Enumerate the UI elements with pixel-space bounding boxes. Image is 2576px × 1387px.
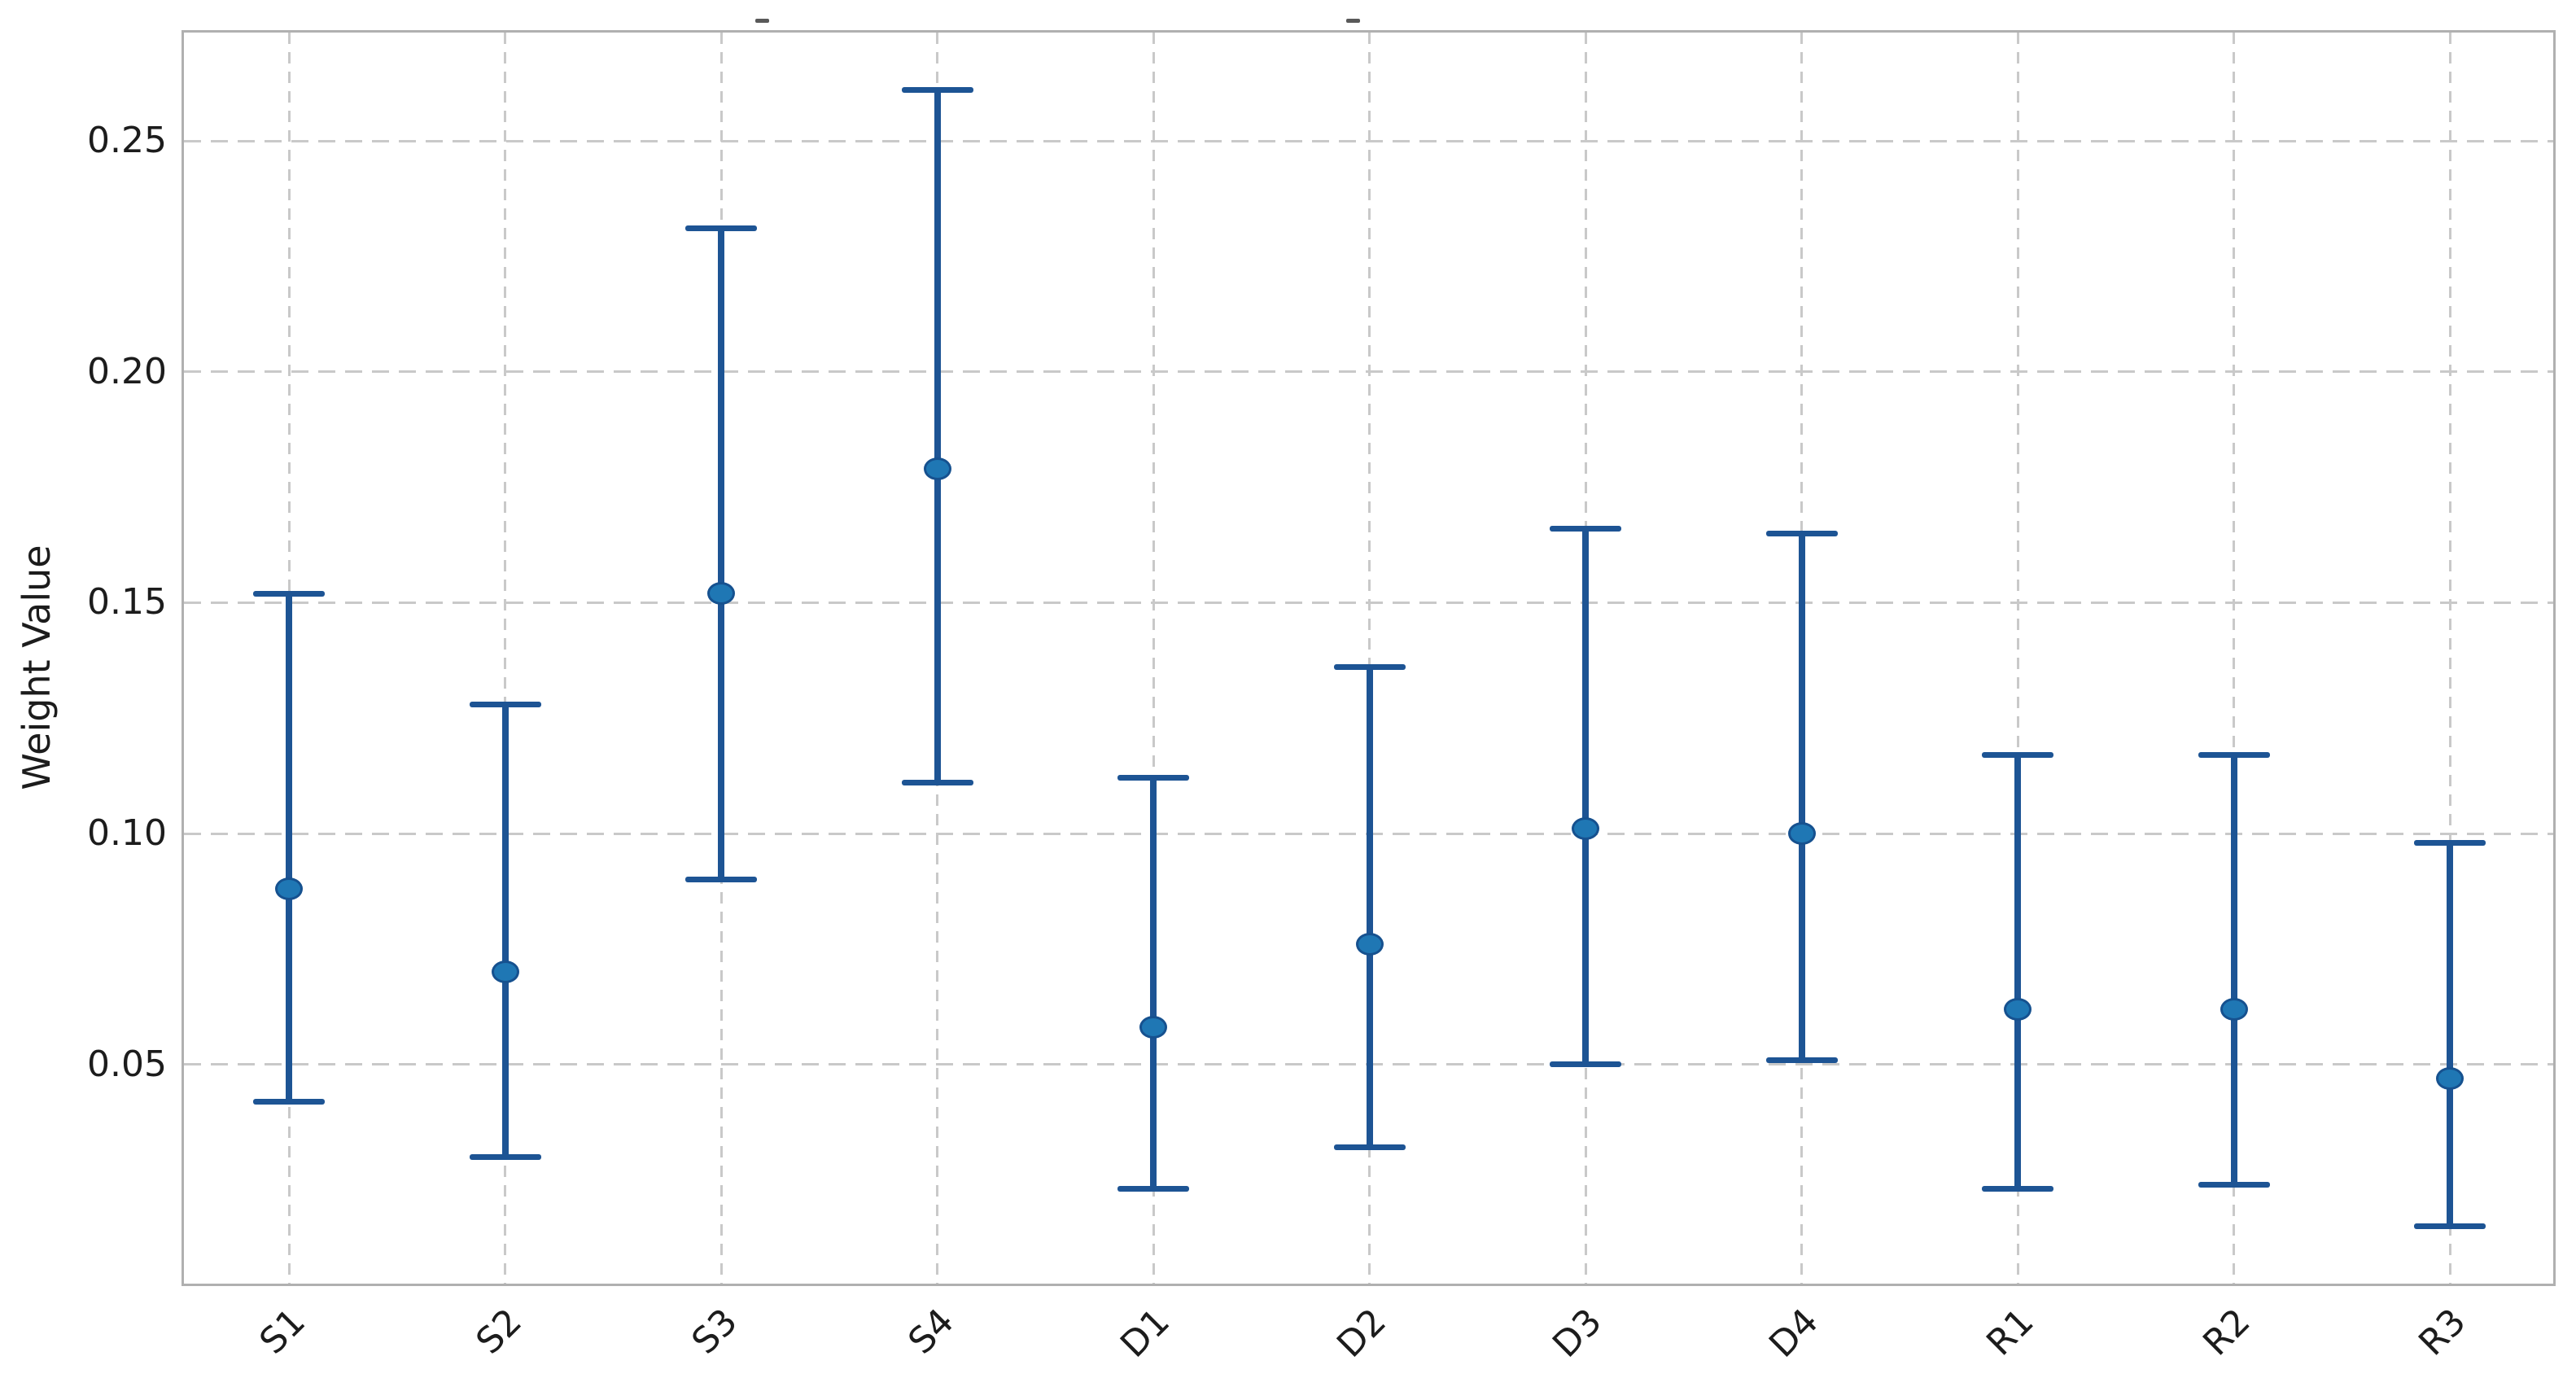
data-point-marker-R3: [2436, 1066, 2464, 1090]
y-tick-label-0.05: 0.05: [87, 1043, 167, 1085]
error-bar-cap-bottom-D4: [1765, 1057, 1838, 1063]
error-bar-cap-top-R3: [2414, 839, 2486, 846]
data-point-marker-R2: [2220, 997, 2248, 1021]
data-point-marker-S2: [491, 960, 519, 984]
error-bar-cap-bottom-S1: [253, 1098, 325, 1105]
error-bar-cap-top-S4: [901, 87, 973, 94]
error-bar-cap-bottom-D3: [1550, 1061, 1621, 1068]
gridline-vertical-R2: [2233, 33, 2235, 1284]
data-point-marker-R1: [2004, 997, 2031, 1021]
error-bar-cap-top-R1: [1982, 752, 2053, 759]
error-bar-S2: [501, 704, 509, 1157]
x-tick-label-S1: S1: [251, 1301, 314, 1363]
data-point-marker-S4: [923, 457, 951, 480]
error-bar-cap-top-S3: [685, 225, 757, 232]
error-bar-cap-bottom-R3: [2414, 1223, 2486, 1229]
error-bar-S1: [286, 593, 292, 1102]
error-bar-R1: [2014, 755, 2021, 1189]
error-bar-cap-bottom-S4: [901, 780, 973, 786]
error-bar-D1: [1150, 777, 1157, 1189]
error-bar-cap-bottom-S2: [469, 1153, 541, 1160]
x-tick-label-R1: R1: [1979, 1301, 2043, 1364]
gridline-vertical-S2: [504, 33, 506, 1284]
error-bar-cap-top-S1: [253, 590, 325, 597]
y-tick-label-0.10: 0.10: [87, 812, 167, 855]
x-tick-label-S2: S2: [467, 1301, 530, 1363]
x-tick-label-D1: D1: [1113, 1301, 1179, 1366]
error-bar-cap-bottom-D1: [1117, 1186, 1189, 1192]
x-tick-label-R2: R2: [2195, 1301, 2259, 1364]
x-tick-label-S4: S4: [899, 1301, 962, 1363]
y-tick-label-0.15: 0.15: [87, 581, 167, 623]
top-dash-mark-1: [755, 19, 769, 23]
top-dash-mark-2: [1346, 19, 1360, 23]
error-bar-cap-top-D4: [1765, 530, 1838, 536]
data-point-marker-D1: [1139, 1016, 1167, 1039]
error-bar-S4: [934, 90, 941, 783]
error-bar-cap-top-S2: [469, 701, 541, 707]
error-bar-R3: [2447, 842, 2453, 1227]
error-bar-cap-top-D1: [1117, 775, 1189, 781]
error-bar-D3: [1582, 528, 1589, 1065]
error-bar-cap-bottom-R2: [2198, 1181, 2270, 1188]
x-tick-label-R3: R3: [2411, 1301, 2475, 1364]
data-point-marker-S1: [275, 877, 303, 901]
y-tick-label-0.20: 0.20: [87, 350, 167, 392]
error-bar-cap-top-D3: [1550, 526, 1621, 532]
error-bar-R2: [2230, 755, 2237, 1185]
error-bar-S3: [718, 228, 724, 880]
y-tick-label-0.25: 0.25: [87, 120, 167, 162]
gridline-vertical-D1: [1152, 33, 1155, 1284]
error-bar-cap-bottom-R1: [1982, 1186, 2053, 1192]
data-point-marker-D2: [1355, 933, 1384, 956]
gridline-vertical-R3: [2448, 33, 2451, 1284]
gridline-vertical-D2: [1368, 33, 1371, 1284]
x-tick-label-S3: S3: [684, 1301, 746, 1363]
error-bar-cap-bottom-S3: [685, 877, 757, 883]
data-point-marker-S3: [707, 582, 735, 606]
x-tick-label-D3: D3: [1545, 1301, 1611, 1366]
error-bar-cap-bottom-D2: [1333, 1144, 1406, 1151]
error-bar-D4: [1798, 533, 1805, 1061]
error-bar-cap-top-R2: [2198, 752, 2270, 759]
data-point-marker-D3: [1572, 817, 1599, 841]
error-bar-cap-top-D2: [1333, 664, 1406, 671]
x-tick-label-D4: D4: [1760, 1301, 1826, 1366]
x-tick-label-D2: D2: [1328, 1301, 1394, 1366]
data-point-marker-D4: [1787, 822, 1816, 846]
gridline-vertical-R1: [2016, 33, 2019, 1284]
error-bar-D2: [1366, 667, 1373, 1148]
